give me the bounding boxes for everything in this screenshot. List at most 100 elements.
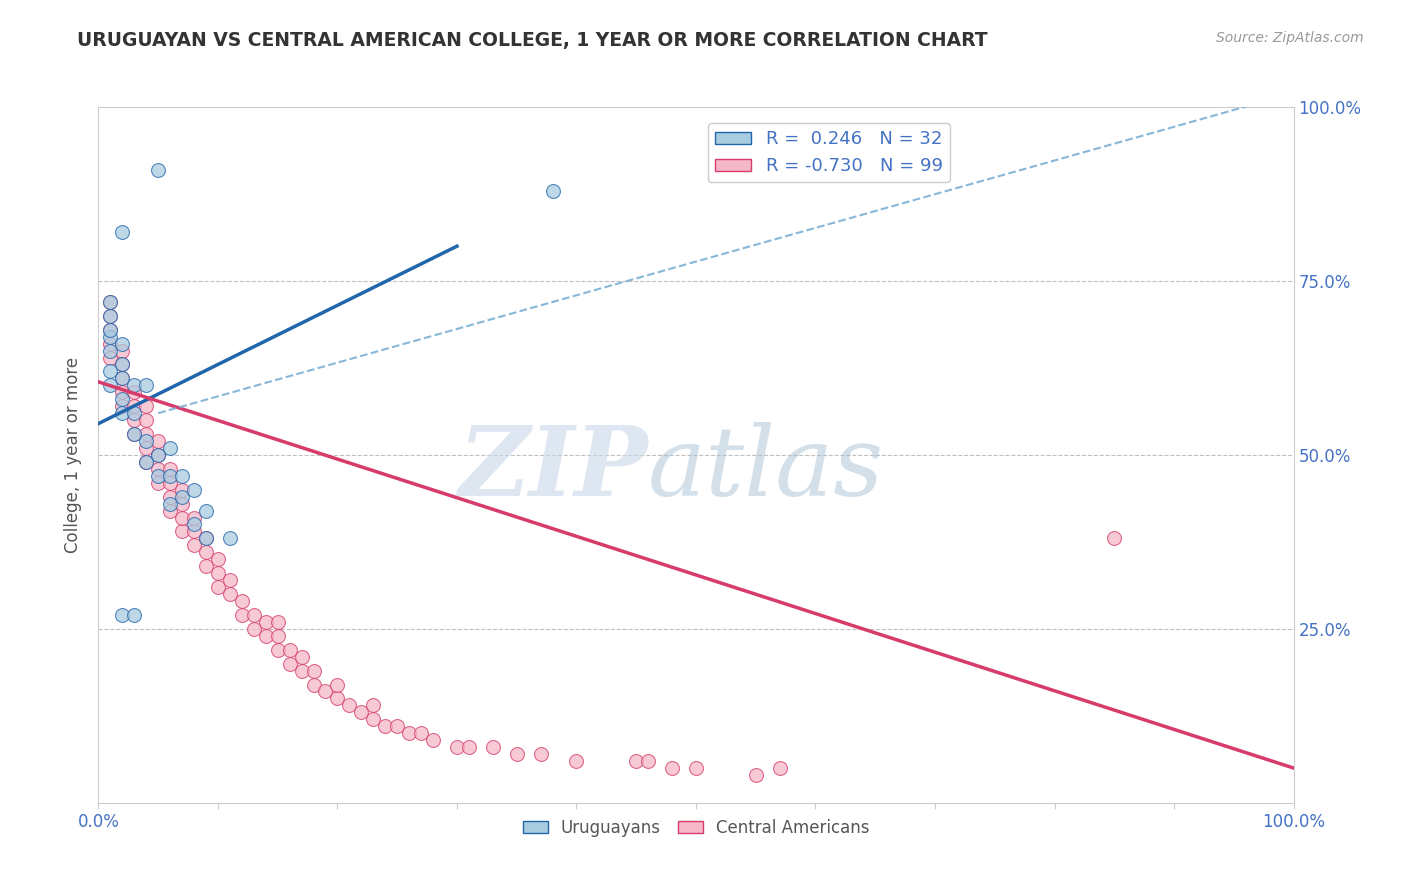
Point [124,427,146,442]
Point [231,607,253,622]
Point [172,468,194,483]
Point [506,747,529,761]
Point [267,642,290,657]
Point [195,532,218,546]
Point [219,573,242,587]
Point [207,580,229,594]
Point [267,615,290,629]
Point [207,552,229,566]
Point [363,698,385,713]
Point [98,309,122,323]
Point [172,497,194,511]
Point [398,726,420,740]
Point [530,747,553,761]
Point [183,483,205,497]
Point [124,406,146,420]
Point [98,351,122,365]
Point [685,761,707,775]
Point [124,427,146,442]
Point [159,490,181,504]
Point [124,607,146,622]
Point [745,768,768,782]
Point [111,607,134,622]
Point [159,475,181,490]
Point [302,664,325,678]
Text: atlas: atlas [648,422,884,516]
Point [422,733,444,747]
Point [159,468,181,483]
Point [111,371,134,385]
Legend: Uruguayans, Central Americans: Uruguayans, Central Americans [516,812,876,843]
Point [148,162,170,177]
Point [326,677,349,691]
Point [135,378,157,392]
Point [661,761,683,775]
Point [267,629,290,643]
Point [111,385,134,400]
Point [111,358,134,372]
Point [183,517,205,532]
Point [195,532,218,546]
Point [385,719,409,733]
Point [231,594,253,608]
Point [183,524,205,539]
Point [637,754,659,768]
Point [148,448,170,462]
Point [135,441,157,455]
Point [111,336,134,351]
Point [326,691,349,706]
Point [254,629,277,643]
Point [207,566,229,581]
Point [111,225,134,239]
Point [98,336,122,351]
Point [350,706,373,720]
Point [243,607,266,622]
Point [183,510,205,524]
Point [195,503,218,517]
Point [111,392,134,407]
Point [1104,532,1126,546]
Point [411,726,433,740]
Point [159,497,181,511]
Point [278,642,301,657]
Point [172,524,194,539]
Point [124,413,146,427]
Point [98,329,122,343]
Point [135,455,157,469]
Point [374,719,396,733]
Point [541,184,564,198]
Point [98,294,122,309]
Point [111,343,134,358]
Point [135,427,157,442]
Point [458,740,481,755]
Point [243,622,266,636]
Point [172,490,194,504]
Text: ZIP: ZIP [458,422,648,516]
Point [111,371,134,385]
Point [219,532,242,546]
Point [159,462,181,476]
Point [135,455,157,469]
Point [315,684,337,698]
Point [768,761,790,775]
Point [446,740,468,755]
Point [339,698,361,713]
Point [135,399,157,413]
Point [98,323,122,337]
Point [98,323,122,337]
Point [148,448,170,462]
Point [183,538,205,552]
Point [98,309,122,323]
Point [565,754,588,768]
Point [148,468,170,483]
Point [135,434,157,448]
Point [111,358,134,372]
Point [254,615,277,629]
Point [124,378,146,392]
Point [159,441,181,455]
Point [111,399,134,413]
Point [124,385,146,400]
Point [302,677,325,691]
Point [291,664,314,678]
Point [111,406,134,420]
